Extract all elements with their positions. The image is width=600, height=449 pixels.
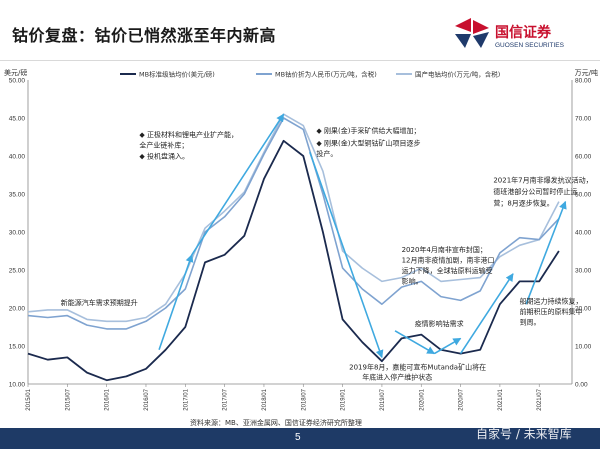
legend-label-2: MB钴价折为人民币(万元/吨，含税) [275, 70, 377, 79]
y-tick-label-left: 50.00 [9, 78, 26, 85]
chart-annotation: 前期积压的原料集中 [520, 307, 583, 316]
y-tick-label-left: 15.00 [9, 344, 26, 351]
y-tick-label-left: 30.00 [9, 230, 26, 237]
y-tick-label-right: 30.00 [575, 268, 592, 275]
chart-annotation: 营；8月逐步恢复。 [493, 198, 553, 207]
x-tick-label: 2018/01 [262, 388, 268, 410]
y-tick-label-left: 10.00 [9, 382, 26, 389]
x-tick-label: 2015/01 [26, 388, 32, 410]
brand-name-en: GUOSEN SECURITIES [495, 42, 564, 49]
x-tick-label: 2019/07 [380, 388, 386, 410]
chart-annotation: 2019年8月，嘉能可宣布Mutanda矿山将在 [349, 363, 486, 372]
chart-annotation: 运力下降，全球钴原料运输受 [402, 266, 493, 275]
trend-arrow [309, 151, 384, 359]
cobalt-price-chart: 美元/磅 万元/吨 10.00 15.00 20.00 25.00 30.00 35.00 40… [4, 68, 598, 411]
y-tick-label-right: 20.00 [575, 306, 592, 313]
chart-annotation: 12月南非疫情加剧，南非港口 [402, 255, 495, 264]
trend-arrow [191, 113, 285, 256]
y-axis-right-unit: 万元/吨 [575, 68, 598, 77]
y-tick-label-left: 40.00 [9, 154, 26, 161]
y-tick-label-right: 50.00 [575, 192, 592, 199]
chart-annotation: 全产业链补库； [139, 141, 188, 150]
chart-annotation: 德班港部分公司暂时停止运 [493, 187, 577, 196]
chart-annotation: 影响。 [402, 277, 423, 286]
page-number: 5 [295, 432, 301, 443]
series-line-3 [27, 113, 560, 323]
y-tick-label-right: 60.00 [575, 154, 592, 161]
x-tick-label: 2020/07 [459, 388, 465, 410]
y-tick-label-right: 10.00 [575, 344, 592, 351]
y-tick-label-right: 70.00 [575, 116, 592, 123]
x-tick-label: 2017/07 [223, 388, 229, 410]
y-tick-label-left: 35.00 [9, 192, 26, 199]
chart-annotation: 疫情影响钴需求 [415, 319, 464, 328]
chart-annotation: ◆ 投机盘涌入。 [139, 151, 189, 160]
x-tick-label: 2019/01 [341, 388, 347, 410]
y-tick-label-left: 20.00 [9, 306, 26, 313]
series-line-1 [27, 139, 560, 382]
trend-arrow [525, 200, 567, 305]
x-tick-label: 2015/07 [65, 388, 71, 410]
trend-arrow [394, 330, 436, 355]
x-tick-label: 2016/07 [144, 388, 150, 410]
source-note: 资料来源：MB、亚洲金属网、国信证券经济研究所整理 [190, 419, 362, 427]
chart-annotation: ◆ 刚果(金)手采矿供给大幅增加； [316, 126, 420, 135]
chart-annotation: 船期运力持续恢复， [520, 296, 583, 305]
x-tick-label: 2017/01 [183, 388, 189, 410]
y-tick-label-right: 0.00 [575, 382, 588, 389]
trend-arrow [459, 273, 514, 355]
legend-label-3: 国产电钴均价(万元/吨，含税) [415, 70, 500, 79]
y-tick-label-right: 40.00 [575, 230, 592, 237]
brand-logo: 国信证券 GUOSEN SECURITIES [455, 14, 585, 58]
trend-arrow [433, 337, 462, 355]
chart-annotation: 2021年7月南非爆发抗议活动， [493, 176, 592, 185]
y-tick-label-left: 25.00 [9, 268, 26, 275]
chart-annotation: 2020年4月南非宣布封国； [402, 245, 487, 254]
chart-annotation: 投产。 [316, 149, 337, 158]
chart-annotation: ◆ 刚果(金)大型铜钴矿山项目逐步 [316, 138, 420, 147]
y-axis-left-unit: 美元/磅 [4, 68, 27, 77]
y-tick-label-right: 80.00 [575, 78, 592, 85]
chart-annotation: 到周。 [520, 319, 541, 327]
x-tick-label: 2021/01 [498, 388, 504, 410]
chart-annotation: 新能源汽车需求预期提升 [61, 298, 138, 307]
page-title: 钴价复盘：钴价已悄然涨至年内新高 [12, 26, 277, 45]
header-divider [0, 60, 600, 61]
chart-annotation: 年底进入停产维护状态 [362, 372, 432, 381]
x-tick-label: 2020/01 [419, 388, 425, 410]
legend-label-1: MB标准级钴均价(美元/磅) [139, 70, 215, 79]
chart-annotation: ◆ 正极材料和锂电产业扩产能， [139, 130, 238, 139]
trend-arrow [158, 254, 194, 351]
y-tick-label-left: 45.00 [9, 116, 26, 123]
footer-bar [0, 428, 600, 449]
x-tick-label: 2018/07 [301, 388, 307, 410]
guosen-logo-icon [455, 18, 489, 48]
watermark: 自家号 / 未来智库 [476, 427, 572, 441]
x-tick-label: 2021/07 [537, 388, 543, 410]
series-line-2 [27, 117, 560, 330]
brand-name-cn: 国信证券 [495, 25, 551, 41]
x-tick-label: 2016/01 [105, 388, 111, 410]
